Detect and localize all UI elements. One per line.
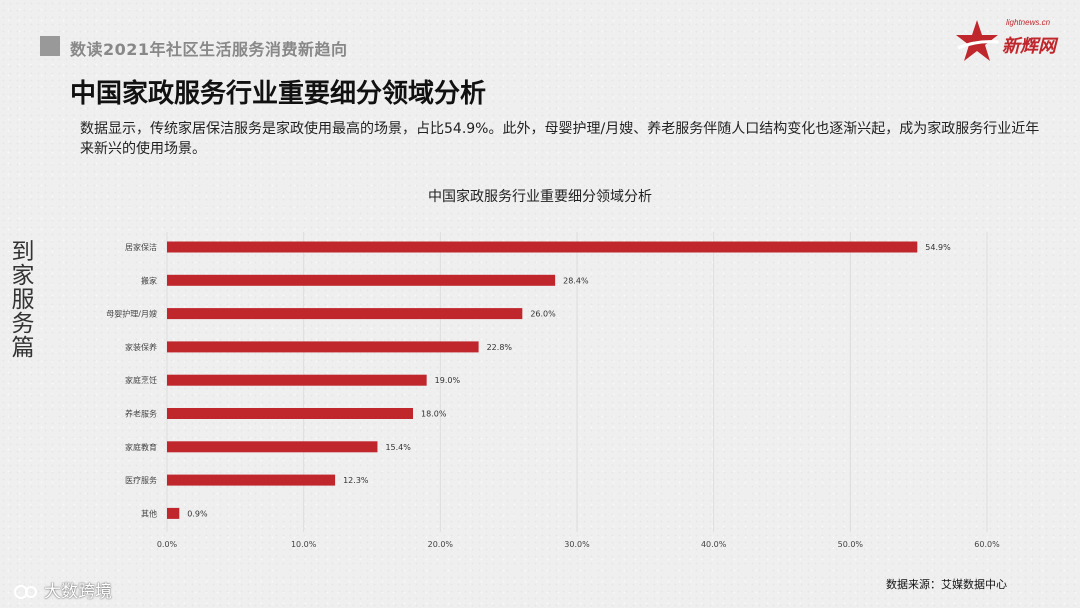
- category-label: 医疗服务: [125, 475, 157, 485]
- watermark: 大数跨境: [14, 577, 112, 602]
- bar: [167, 241, 918, 253]
- side-label: 到家服务篇: [11, 239, 35, 361]
- data-label: 54.9%: [925, 243, 951, 252]
- category-label: 家装保养: [125, 342, 157, 352]
- category-label: 家庭烹饪: [125, 375, 157, 385]
- data-label: 28.4%: [563, 276, 589, 285]
- category-label: 家庭教育: [125, 442, 157, 452]
- data-label: 22.8%: [487, 343, 513, 352]
- logo-url: lightnews.cn: [1006, 18, 1051, 27]
- bar: [167, 374, 427, 386]
- chart-title: 中国家政服务行业重要细分领域分析: [428, 189, 652, 205]
- bar: [167, 441, 378, 453]
- header-marker: [40, 36, 60, 56]
- data-label: 12.3%: [343, 476, 369, 485]
- data-label: 0.9%: [187, 509, 208, 518]
- x-tick-label: 50.0%: [838, 540, 864, 549]
- bar: [167, 474, 336, 486]
- category-label: 养老服务: [125, 409, 157, 419]
- data-label: 26.0%: [530, 310, 556, 319]
- star-icon: [956, 20, 999, 61]
- category-label: 母婴护理/月嫂: [106, 309, 157, 319]
- bar: [167, 341, 479, 353]
- x-tick-label: 0.0%: [157, 540, 178, 549]
- bar: [167, 408, 413, 419]
- brand-logo: lightnews.cn 新辉网: [954, 14, 1066, 66]
- category-label: 居家保洁: [125, 242, 157, 252]
- data-label: 18.0%: [421, 410, 447, 419]
- data-label: 15.4%: [385, 443, 411, 452]
- page-title: 中国家政服务行业重要细分领域分析: [70, 79, 487, 109]
- x-tick-label: 30.0%: [564, 540, 590, 549]
- x-tick-label: 40.0%: [701, 540, 727, 549]
- bar: [167, 274, 556, 286]
- category-label: 其他: [141, 508, 157, 518]
- bar: [167, 507, 180, 519]
- data-source: 数据来源：艾媒数据中心: [886, 578, 1007, 591]
- category-label: 搬家: [141, 275, 157, 285]
- data-label: 19.0%: [435, 376, 461, 385]
- x-tick-label: 60.0%: [974, 540, 1000, 549]
- x-tick-label: 20.0%: [428, 540, 454, 549]
- page-description: 数据显示，传统家居保洁服务是家政使用最高的场景，占比54.9%。此外，母婴护理/…: [80, 121, 1040, 157]
- bar: [167, 308, 523, 320]
- header-subtitle: 数读2021年社区生活服务消费新趋向: [70, 40, 348, 59]
- logo-name: 新辉网: [1002, 36, 1056, 57]
- x-tick-label: 10.0%: [291, 540, 317, 549]
- watermark-text: 大数跨境: [44, 582, 112, 602]
- watermark-logo-icon: [14, 585, 37, 599]
